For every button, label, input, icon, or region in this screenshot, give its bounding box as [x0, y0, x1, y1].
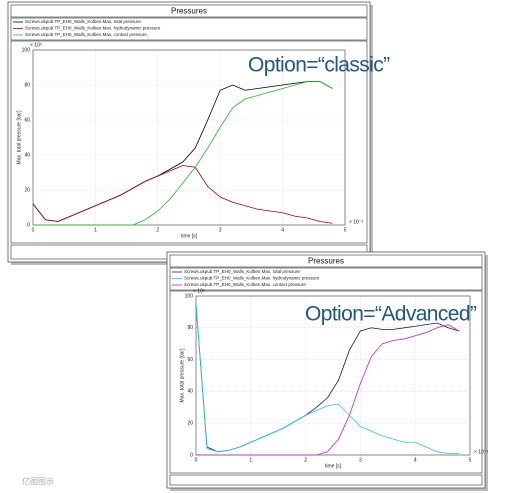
watermark: 亿图图示 — [22, 476, 54, 486]
y-axis-label: Max. total pressure [bar] — [16, 110, 22, 165]
plot-frame — [169, 290, 483, 474]
y-tick-label: 80 — [24, 82, 30, 88]
y-tick-label: 100 — [22, 47, 31, 53]
annotation: Option=“classic” — [248, 54, 390, 77]
chart-title: Pressures — [308, 257, 344, 266]
x-tick-label: 4 — [414, 457, 417, 463]
series-line — [33, 81, 333, 226]
x-tick-label: 5 — [344, 227, 347, 233]
x-tick-label: 2 — [156, 227, 159, 233]
legend-box — [10, 17, 368, 41]
x-tick-label: 1 — [249, 457, 252, 463]
x-tick-label: 3 — [219, 227, 222, 233]
x-exponent: × 10⁻² — [349, 219, 364, 225]
chart-title: Pressures — [171, 7, 207, 16]
x-tick-label: 0 — [32, 227, 35, 233]
axes — [195, 295, 471, 456]
legend-label: Screws.ukpub.TP_EH0_Walls_Kolben.Max. co… — [25, 32, 147, 37]
x-tick-label: 0 — [195, 457, 198, 463]
legend-label: Screws.ukpub.TP_EH0_Walls_Kolben.Max. hy… — [25, 26, 161, 31]
x-axis-label: time [s] — [325, 463, 342, 469]
axes — [32, 49, 346, 226]
y-tick-label: 0 — [190, 452, 193, 458]
series-line — [32, 165, 333, 224]
y-tick-label: 20 — [187, 421, 193, 427]
y-tick-label: 40 — [187, 389, 193, 395]
series-line — [196, 324, 460, 456]
x-tick-label: 2 — [304, 457, 307, 463]
annotation: Option=“Advanced” — [305, 303, 477, 326]
x-tick-label: 3 — [359, 457, 362, 463]
x-tick-label: 1 — [94, 227, 97, 233]
y-tick-label: 20 — [24, 187, 30, 193]
plot-frame — [10, 40, 368, 244]
y-tick-label: 0 — [27, 222, 30, 228]
y-exponent: × 10³ — [30, 42, 42, 48]
y-tick-label: 80 — [187, 325, 193, 331]
y-tick-label: 60 — [187, 357, 193, 363]
title-bar — [10, 4, 368, 18]
legend-label: Screws.ukpub.TP_EH0_Walls_Kolben.Max. to… — [25, 19, 141, 24]
x-tick-label: 5 — [469, 457, 472, 463]
y-exponent: × 10³ — [193, 288, 205, 294]
footer-bar — [169, 474, 483, 486]
x-exponent: × 10⁻² — [474, 449, 489, 455]
y-tick-label: 60 — [24, 117, 30, 123]
x-tick-label: 4 — [281, 227, 284, 233]
y-tick-label: 40 — [24, 152, 30, 158]
y-axis-label: Max. total pressure [bar] — [179, 348, 185, 403]
title-bar — [169, 254, 483, 268]
legend-box — [169, 267, 483, 291]
y-tick-label: 100 — [185, 293, 194, 299]
x-axis-label: time [s] — [181, 233, 198, 239]
legend-label: Screws.ukpub.TP_EH0_Walls_Kolben.Max. hy… — [184, 276, 320, 281]
legend-label: Screws.ukpub.TP_EH0_Walls_Kolben.Max. to… — [184, 269, 300, 274]
series-line — [195, 303, 460, 454]
legend-label: Screws.ukpub.TP_EH0_Walls_Kolben.Max. co… — [184, 282, 306, 287]
